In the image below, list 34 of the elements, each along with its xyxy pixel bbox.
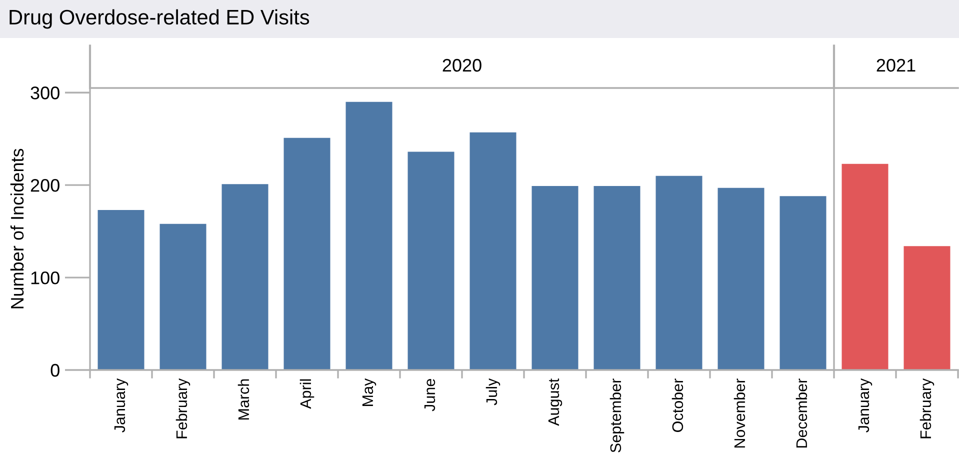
bar <box>98 210 144 370</box>
bar <box>780 196 826 370</box>
bar <box>594 186 640 370</box>
bar <box>160 224 206 370</box>
x-tick-label: February <box>920 378 934 438</box>
x-tick-label: January <box>114 378 128 432</box>
bar <box>532 186 578 370</box>
bar <box>656 176 702 370</box>
y-tick-label: 300 <box>30 86 60 100</box>
x-tick-label: March <box>238 379 250 420</box>
x-tick-label: January <box>858 378 872 432</box>
chart-subtitle: 2021 <box>876 58 916 72</box>
x-tick-label: June <box>424 379 436 412</box>
chart-title: Drug Overdose-related ED Visits <box>10 9 310 29</box>
y-tick-label: 200 <box>30 179 60 192</box>
x-tick-label: May <box>362 378 376 406</box>
x-tick-label: August <box>548 378 562 426</box>
chart-subtitle: 2020 <box>442 58 482 72</box>
bar <box>346 102 392 370</box>
y-tick-label: 100 <box>31 271 60 284</box>
x-tick-label: September <box>610 378 624 452</box>
x-tick-label: April <box>300 379 314 409</box>
bar <box>284 138 330 370</box>
bar <box>222 184 268 370</box>
x-tick-label: November <box>734 378 746 448</box>
bar <box>718 188 764 370</box>
x-tick-label: February <box>176 378 190 438</box>
x-tick-label: December <box>796 378 808 448</box>
y-tick-label: 0 <box>50 364 60 377</box>
bar <box>470 132 516 370</box>
x-tick-label: October <box>672 378 684 432</box>
x-tick-label: July <box>486 378 500 406</box>
y-axis-title: Number of Incidents <box>10 148 24 308</box>
bar <box>408 152 454 370</box>
